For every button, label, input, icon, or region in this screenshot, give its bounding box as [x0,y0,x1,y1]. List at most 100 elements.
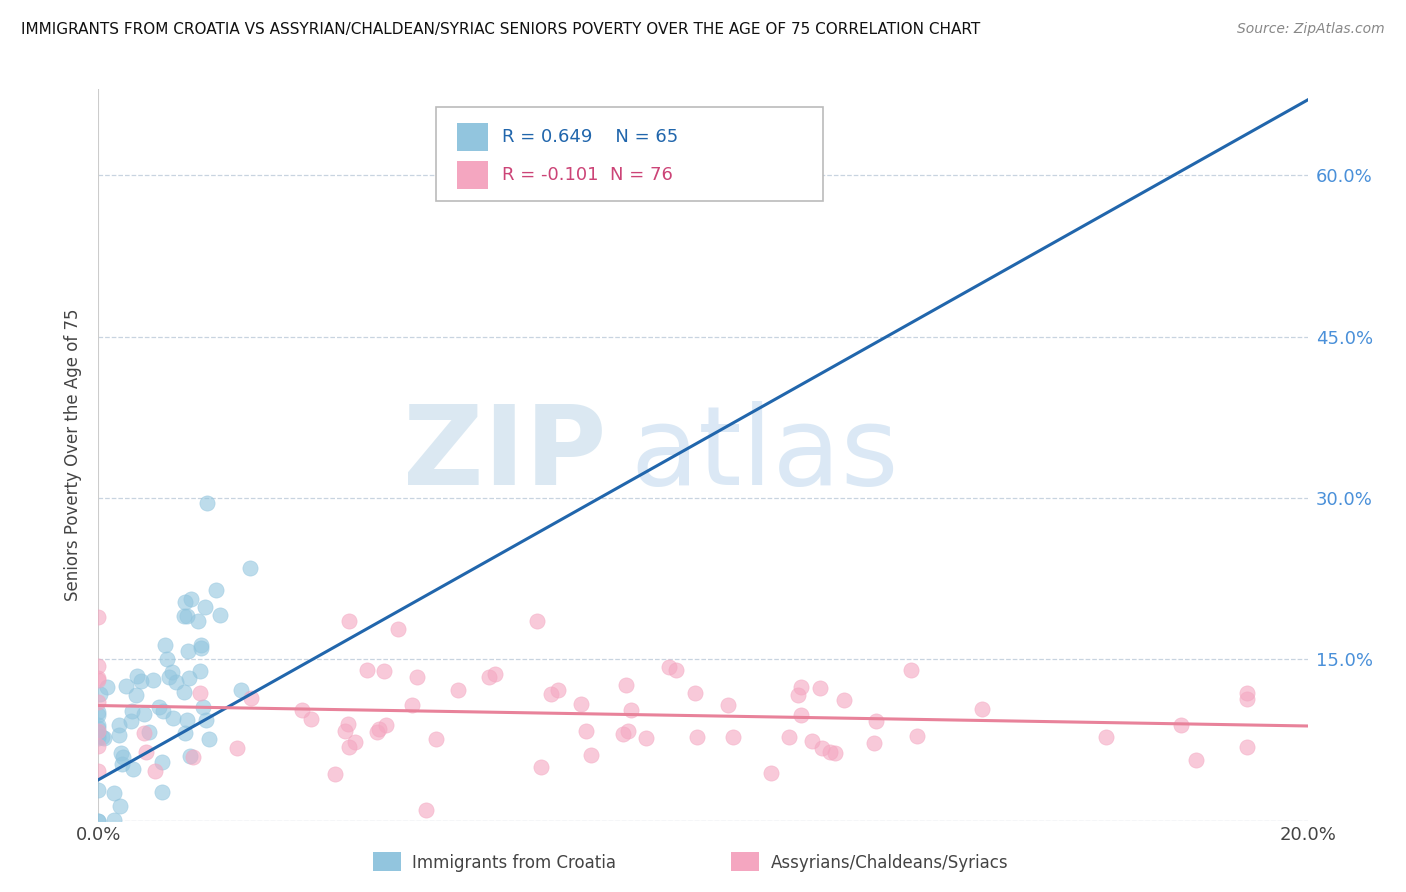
Point [87,764,110,778]
Point [905,730,928,744]
Point [87,739,110,753]
Point [863,736,886,750]
Point [299,712,322,726]
Point [87,729,110,743]
Point [790,707,813,722]
Point [970,702,993,716]
Point [115,679,138,693]
Point [787,688,810,702]
Point [634,731,657,746]
Point [616,724,638,739]
Point [156,651,179,665]
Point [120,714,142,729]
Point [1236,686,1258,700]
Point [612,727,634,741]
Point [142,673,165,688]
Point [291,702,314,716]
Point [87,705,110,719]
Point [87,814,110,828]
Point [103,813,125,827]
Point [374,717,396,731]
Point [569,697,592,711]
Point [478,670,501,684]
Point [194,714,217,728]
Point [337,614,360,628]
Point [658,660,681,674]
Point [112,749,135,764]
Text: Immigrants from Croatia: Immigrants from Croatia [412,855,616,872]
Point [415,803,437,817]
Point [195,496,218,510]
Point [173,685,195,699]
Point [152,704,174,718]
Text: R = -0.101  N = 76: R = -0.101 N = 76 [502,166,673,184]
Point [190,638,212,652]
Point [239,560,262,574]
Point [373,664,395,678]
Point [801,734,824,748]
Point [152,755,174,769]
Point [87,673,110,688]
Point [194,599,217,614]
Point [87,717,110,731]
Text: atlas: atlas [630,401,898,508]
Point [620,703,643,717]
Point [135,745,157,759]
Point [87,724,110,739]
Point [87,814,110,828]
Point [153,638,176,652]
Point [337,716,360,731]
Point [333,723,356,738]
Point [87,782,110,797]
Point [188,685,211,699]
Point [173,595,195,609]
Point [177,671,200,685]
Point [176,609,198,624]
Point [208,607,231,622]
Point [132,706,155,721]
Point [356,663,378,677]
Point [1236,740,1258,755]
Point [229,682,252,697]
Point [148,699,170,714]
Point [96,680,118,694]
Point [1095,731,1118,745]
Point [110,747,132,761]
Point [323,767,346,781]
Point [138,724,160,739]
Point [540,687,562,701]
Text: R = 0.649    N = 65: R = 0.649 N = 65 [502,128,678,146]
Text: ZIP: ZIP [404,401,606,508]
Point [484,666,506,681]
Point [387,622,409,636]
Point [900,663,922,677]
Point [107,728,129,742]
Point [526,614,548,628]
Point [575,723,598,738]
Point [401,698,423,712]
Text: Source: ZipAtlas.com: Source: ZipAtlas.com [1237,22,1385,37]
Point [685,686,707,700]
Point [122,762,145,776]
Point [150,784,173,798]
Point [191,699,214,714]
Point [176,713,198,727]
Point [579,747,602,762]
Point [87,721,110,735]
Point [446,682,468,697]
Point [406,670,429,684]
Point [93,731,115,745]
Point [1236,692,1258,706]
Point [145,764,167,779]
Y-axis label: Seniors Poverty Over the Age of 75: Seniors Poverty Over the Age of 75 [65,309,83,601]
Point [162,711,184,725]
Point [1185,753,1208,767]
Point [425,732,447,747]
Point [824,746,846,760]
Point [530,759,553,773]
Point [108,799,131,814]
Point [789,680,811,694]
Text: IMMIGRANTS FROM CROATIA VS ASSYRIAN/CHALDEAN/SYRIAC SENIORS POVERTY OVER THE AGE: IMMIGRANTS FROM CROATIA VS ASSYRIAN/CHAL… [21,22,980,37]
Point [190,640,212,655]
Point [665,663,688,677]
